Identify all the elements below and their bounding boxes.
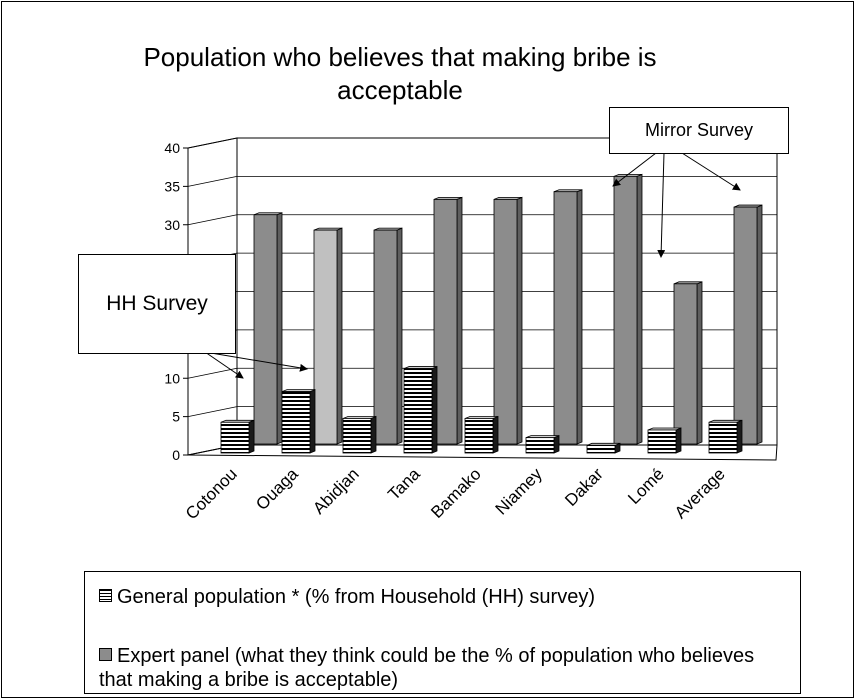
general-bar-8-front — [708, 421, 738, 454]
x-tick-label: Niamey — [492, 464, 547, 519]
expert-bar-4 — [493, 196, 523, 445]
general-bar-3-front — [403, 368, 433, 454]
general-bar-7 — [647, 427, 682, 454]
general-bar-0-side — [248, 419, 255, 454]
chart-title-line-1: Population who believes that making brib… — [143, 42, 657, 72]
general-bar-6 — [586, 442, 621, 454]
legend-item-general: General population * (% from Household (… — [99, 586, 595, 609]
expert-bar-8-front — [733, 206, 758, 445]
y-tick-label: 10 — [164, 370, 180, 386]
gridline-side — [187, 214, 238, 226]
expert-bar-0 — [253, 212, 283, 445]
legend-label-expert: Expert panel (what they think could be t… — [99, 645, 755, 691]
expert-bar-5-side — [576, 189, 583, 445]
expert-bar-2-front — [373, 229, 398, 445]
expert-bar-3-front — [433, 198, 458, 445]
general-bar-4-side — [492, 415, 499, 454]
general-bar-1-side — [309, 389, 316, 454]
general-bar-7-side — [675, 427, 682, 454]
general-bar-0 — [220, 419, 255, 454]
expert-bar-5-front — [553, 191, 578, 445]
mirror-arrow-2 — [657, 152, 666, 258]
general-bar-5-side — [553, 435, 560, 454]
gridline-side — [187, 406, 238, 418]
hh-arrow-1 — [204, 351, 244, 379]
x-tick-label: Dakar — [561, 464, 607, 510]
hh-survey-callout: HH Survey — [78, 254, 236, 354]
hh-arrow-2 — [204, 351, 308, 372]
general-bar-1-front — [281, 391, 311, 454]
y-tick-label: 30 — [164, 217, 180, 233]
gridline-side — [187, 367, 238, 379]
gridline-side — [187, 137, 238, 149]
y-tick-label: 35 — [164, 178, 180, 194]
expert-bar-2-side — [396, 227, 403, 445]
x-tick-label: Tana — [384, 464, 424, 504]
expert-bar-2 — [373, 227, 403, 445]
chart-legend: General population * (% from Household (… — [84, 571, 801, 694]
mirror-survey-callout: Mirror Survey — [609, 107, 789, 154]
expert-bar-8-side — [756, 204, 763, 445]
general-bar-4 — [464, 415, 499, 454]
general-bar-2 — [342, 415, 377, 454]
mirror-arrow-3 — [681, 152, 741, 191]
bar-chart: 051025303540CotonouOuagaAbidjanTanaBamak… — [164, 137, 778, 523]
legend-label-general: General population * (% from Household (… — [117, 586, 595, 608]
chart-title-line-2: acceptable — [337, 75, 463, 105]
gridline-side — [187, 175, 238, 187]
mirror-arrow-1 — [612, 152, 657, 187]
legend-item-expert: Expert panel (what they think could be t… — [99, 644, 789, 692]
expert-bar-7-front — [673, 283, 698, 445]
x-tick-label: Average — [671, 464, 729, 522]
general-bar-2-front — [342, 418, 372, 454]
y-tick-label: 0 — [172, 447, 180, 463]
general-bar-3 — [403, 365, 438, 454]
general-bar-1 — [281, 389, 316, 454]
expert-bar-6-side — [636, 173, 643, 445]
y-tick-label: 40 — [164, 140, 180, 156]
expert-bar-3 — [433, 196, 463, 445]
general-bar-5-front — [525, 437, 555, 454]
expert-bar-4-side — [516, 196, 523, 445]
x-tick-label: Lomé — [624, 464, 668, 508]
x-tick-label: Bamako — [427, 464, 485, 522]
general-bar-8-side — [736, 419, 743, 454]
general-bar-2-side — [370, 415, 377, 454]
legend-swatch-expert — [99, 648, 112, 661]
expert-bar-3-side — [456, 196, 463, 445]
expert-bar-0-front — [253, 214, 278, 445]
expert-bar-4-front — [493, 198, 518, 445]
general-bar-6-front — [586, 444, 616, 454]
expert-bar-6 — [613, 173, 643, 445]
expert-bar-5 — [553, 189, 583, 445]
x-tick-label: Ouaga — [252, 464, 302, 514]
x-tick-label: Abidjan — [309, 464, 363, 518]
expert-bar-7-side — [696, 281, 703, 445]
general-bar-3-side — [431, 365, 438, 454]
general-bar-0-front — [220, 421, 250, 454]
expert-bar-1-front — [313, 229, 338, 445]
expert-bar-1-side — [336, 227, 343, 445]
expert-bar-7 — [673, 281, 703, 445]
y-tick-label: 5 — [172, 409, 180, 425]
general-bar-4-front — [464, 418, 494, 454]
expert-bar-8 — [733, 204, 763, 445]
expert-bar-0-side — [276, 212, 283, 445]
expert-bar-1 — [313, 227, 343, 445]
general-bar-8 — [708, 419, 743, 454]
x-tick-label: Cotonou — [182, 464, 241, 523]
general-bar-7-front — [647, 429, 677, 454]
legend-swatch-general — [99, 589, 112, 602]
expert-bar-6-front — [613, 175, 638, 445]
general-bar-5 — [525, 435, 560, 454]
